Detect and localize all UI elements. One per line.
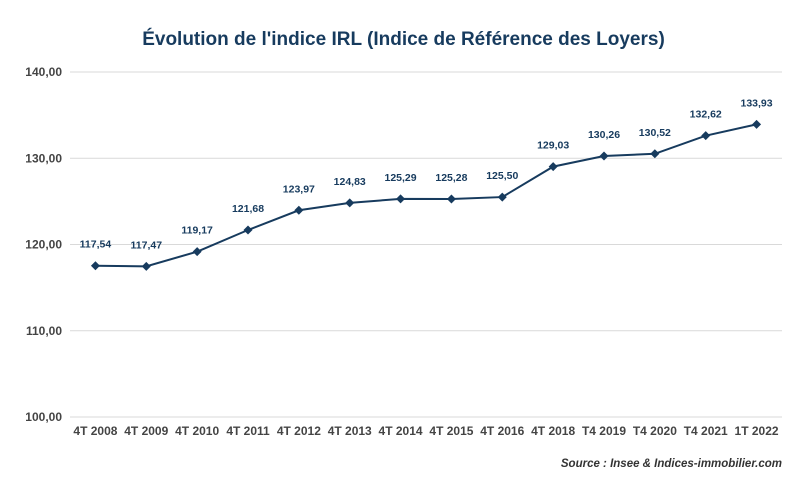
data-point-marker: [141, 261, 151, 271]
y-tick-label: 130,00: [25, 151, 62, 165]
x-axis: 4T 2008 4T 2009 4T 2010 4T 2011 4T 2012 4T 20…: [73, 424, 779, 438]
x-tick-label: 4T 2011: [226, 424, 270, 438]
x-tick-label: 4T 2018: [531, 424, 575, 438]
x-tick-label: 1T 2022: [735, 424, 779, 438]
x-tick-label: 4T 2016: [480, 424, 524, 438]
data-point-marker: [345, 198, 355, 208]
data-point-marker: [243, 225, 253, 235]
data-label: 130,26: [588, 129, 620, 141]
data-point-marker: [752, 119, 762, 129]
data-point-marker: [701, 131, 711, 141]
x-tick-label: 4T 2008: [73, 424, 117, 438]
source-note: Source : Insee & Indices-immobilier.com: [561, 458, 782, 470]
x-tick-label: 4T 2009: [124, 424, 168, 438]
data-label: 125,50: [486, 170, 518, 182]
data-label: 119,17: [181, 225, 213, 237]
grid-layer: [70, 71, 782, 418]
data-point-marker: [294, 205, 304, 215]
data-point-marker: [599, 151, 609, 161]
data-point-marker: [446, 194, 456, 204]
data-label: 124,83: [334, 176, 366, 188]
x-tick-label: T4 2020: [633, 424, 677, 438]
data-point-marker: [548, 162, 558, 172]
y-tick-label: 120,00: [25, 238, 62, 252]
data-label: 117,47: [131, 239, 163, 251]
x-tick-label: T4 2019: [582, 424, 626, 438]
data-point-marker: [396, 194, 406, 204]
data-label: 121,68: [232, 203, 264, 215]
data-label: 125,28: [435, 172, 467, 184]
x-tick-label: T4 2021: [684, 424, 728, 438]
series-line: [95, 123, 757, 268]
x-tick-label: 4T 2014: [379, 424, 423, 438]
data-label: 133,93: [741, 97, 773, 109]
data-label: 130,52: [639, 127, 671, 139]
y-tick-label: 140,00: [25, 65, 62, 79]
y-tick-label: 100,00: [25, 410, 62, 424]
chart-title: Évolution de l'indice IRL (Indice de Réf…: [142, 28, 665, 50]
data-point-marker: [650, 149, 660, 159]
x-tick-label: 4T 2010: [175, 424, 219, 438]
data-point-marker: [497, 192, 507, 202]
data-point-marker: [192, 247, 202, 257]
x-tick-label: 4T 2012: [277, 424, 321, 438]
data-label: 125,29: [385, 172, 417, 184]
x-tick-label: 4T 2015: [429, 424, 473, 438]
data-point-marker: [90, 261, 100, 271]
y-tick-label: 110,00: [26, 324, 62, 338]
series-layer: [90, 119, 762, 271]
data-label: 132,62: [690, 109, 722, 121]
data-label: 123,97: [283, 183, 315, 195]
data-label-layer: 117,54 117,47 119,17 121,68 123,97 124,83 125,…: [80, 97, 773, 251]
y-axis: 100,00 110,00 120,00 130,00 140,00: [25, 65, 62, 424]
data-label: 129,03: [537, 140, 569, 152]
x-tick-label: 4T 2013: [328, 424, 372, 438]
data-label: 117,54: [80, 239, 112, 251]
